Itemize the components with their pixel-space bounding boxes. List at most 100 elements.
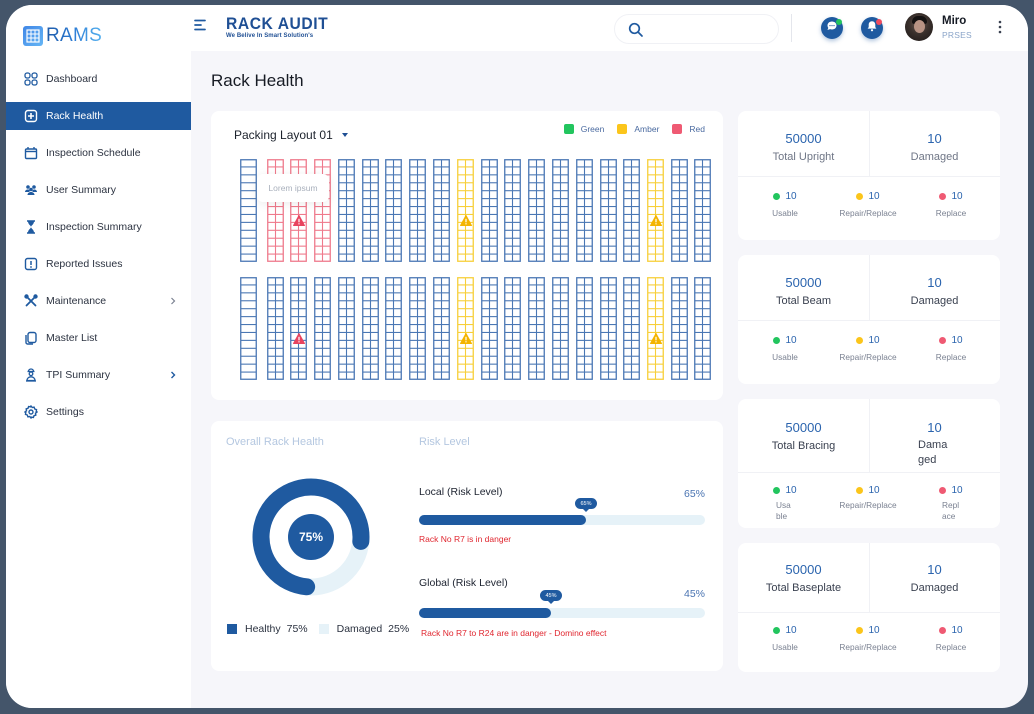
stat-card-baseplate: 50000 Total Baseplate 10 Damaged 10 Usabl… [738,543,1000,672]
alert-icon [24,257,38,271]
green-dot-icon [773,193,781,200]
online-indicator [836,19,842,25]
search-box[interactable] [614,14,779,44]
rack[interactable] [362,277,379,380]
rack[interactable] [671,159,688,262]
rack-legend: Green Amber Red [563,124,705,134]
rack[interactable] [240,159,257,262]
sidebar-item-inspection-summary[interactable]: Inspection Summary [6,213,191,241]
more-vertical-icon[interactable] [996,19,1004,35]
sidebar-item-master-list[interactable]: Master List [6,324,191,352]
rack[interactable] [433,277,450,380]
usable-stat: 10 Usable [735,485,835,522]
rack[interactable] [623,277,640,380]
risk-progress-bar[interactable] [419,608,705,618]
users-icon [24,183,38,197]
warning-icon[interactable] [292,213,305,226]
rack[interactable] [647,159,664,262]
legend-damaged: Damaged 25% [318,623,409,635]
rack[interactable] [481,277,498,380]
sidebar-item-label: Inspection Summary [46,221,142,233]
sidebar-item-dashboard[interactable]: Dashboard [6,65,191,93]
repair-stat: 10 Repair/Replace [839,191,897,218]
page-title: Rack Health [211,71,304,90]
rack[interactable] [457,159,474,262]
rack[interactable] [504,159,521,262]
rack[interactable] [362,159,379,262]
usable-stat: 10 Usable [772,191,798,218]
rack[interactable] [600,277,617,380]
green-swatch [563,124,574,134]
rack[interactable] [240,277,257,380]
risk-bubble: 65% [575,498,597,512]
brand[interactable]: RAMS [23,25,102,47]
risk-progress-bar[interactable] [419,515,705,525]
rack[interactable] [290,277,307,380]
rack[interactable] [504,277,521,380]
green-dot-icon [773,337,781,344]
amber-dot-icon [856,337,864,344]
warning-icon[interactable] [292,331,305,344]
total-label: Total Bracing [771,440,836,452]
rack[interactable] [409,277,426,380]
rack[interactable] [671,277,688,380]
warning-icon[interactable] [649,213,662,226]
rack[interactable] [338,277,355,380]
risk-progress-fill [419,608,551,618]
sidebar-item-inspection-schedule[interactable]: Inspection Schedule [6,139,191,167]
menu-icon[interactable] [194,18,208,32]
usable-stat: 10 Usable [772,625,798,652]
rack[interactable] [623,159,640,262]
amber-dot-icon [856,487,864,494]
rack[interactable] [528,277,545,380]
rack[interactable] [552,277,569,380]
search-input[interactable] [651,21,771,39]
rack-layout-card: Packing Layout 01 Green Amber Red Lorem … [211,111,723,400]
rack[interactable] [600,159,617,262]
warning-icon[interactable] [459,331,472,344]
rack[interactable] [409,159,426,262]
calendar-icon [24,146,38,160]
healthy-swatch [227,624,237,634]
health-legend: Healthy 75% Damaged 25% [227,623,420,635]
app-title[interactable]: RACK AUDIT We Belive In Smart Solution's [226,15,337,40]
rack[interactable] [552,159,569,262]
sidebar-item-tpi-summary[interactable]: TPI Summary [6,361,191,389]
sidebar-item-reported-issues[interactable]: Reported Issues [6,250,191,278]
rack[interactable] [528,159,545,262]
rack[interactable] [576,277,593,380]
sidebar-item-settings[interactable]: Settings [6,398,191,426]
header-divider [791,14,792,42]
chat-button[interactable] [821,17,843,39]
stat-card-upright: 50000 Total Upright 10 Damaged 10 Usable … [738,111,1000,240]
rack[interactable] [694,277,711,380]
avatar[interactable] [905,13,933,41]
rack[interactable] [694,159,711,262]
warning-icon[interactable] [649,331,662,344]
layout-dropdown[interactable]: Packing Layout 01 [234,128,348,142]
stat-card-beam: 50000 Total Beam 10 Damaged 10 Usable 10 R… [738,255,1000,384]
rack[interactable] [457,277,474,380]
rack[interactable] [647,277,664,380]
sidebar-nav: Dashboard Rack Health Inspection Schedul… [6,65,191,435]
warning-icon[interactable] [459,213,472,226]
repair-stat: 10 Repair/Replace [839,485,897,510]
rack[interactable] [481,159,498,262]
rack[interactable] [314,277,331,380]
sidebar-item-maintenance[interactable]: Maintenance [6,287,191,315]
sidebar-item-rack-health[interactable]: Rack Health [6,102,191,130]
sidebar-item-user-summary[interactable]: User Summary [6,176,191,204]
rack[interactable] [267,277,284,380]
risk-label: Local (Risk Level) [419,486,503,498]
replace-stat: 10 Replace [901,485,1001,522]
rack[interactable] [385,159,402,262]
rack[interactable] [338,159,355,262]
rack[interactable] [385,277,402,380]
rack[interactable] [576,159,593,262]
total-value: 50000 [785,562,822,577]
notifications-button[interactable] [861,17,883,39]
red-dot-icon [939,487,947,494]
rack[interactable] [433,159,450,262]
damaged-label: Damaged [918,439,948,466]
total-label: Total Baseplate [765,582,842,594]
